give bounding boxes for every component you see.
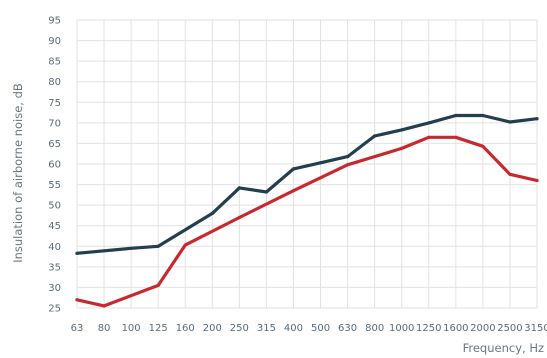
y-tick-label: 75 xyxy=(48,98,61,109)
y-tick-label: 40 xyxy=(48,242,61,253)
y-tick-label: 60 xyxy=(48,160,61,171)
data-point xyxy=(156,244,160,248)
data-point xyxy=(318,161,323,165)
data-point xyxy=(291,167,296,171)
y-tick-label: 25 xyxy=(48,304,61,315)
series-lines xyxy=(75,113,539,308)
data-point xyxy=(481,113,485,118)
y-tick-label: 50 xyxy=(48,201,61,212)
data-point xyxy=(291,189,296,193)
x-tick-label: 400 xyxy=(284,323,303,334)
y-tick-label: 45 xyxy=(48,221,61,232)
y-tick-label: 65 xyxy=(48,139,61,150)
y-tick-label: 55 xyxy=(48,180,61,191)
x-axis-title: Frequency, Hz xyxy=(463,341,544,355)
x-tick-label: 160 xyxy=(176,323,195,334)
x-tick-label: 100 xyxy=(122,323,141,334)
x-tick-label: 1000 xyxy=(389,323,414,334)
x-tick-label: 500 xyxy=(311,323,330,334)
data-point xyxy=(454,135,458,139)
data-point xyxy=(481,144,485,148)
series-line-red xyxy=(75,135,539,308)
y-axis-title: Insulation of airborne noise, dB xyxy=(11,83,25,263)
data-point xyxy=(102,304,106,308)
y-tick-label: 80 xyxy=(48,77,61,88)
x-tick-label: 63 xyxy=(71,323,84,334)
data-point xyxy=(210,211,214,215)
x-tick-label: 200 xyxy=(203,323,222,334)
data-point xyxy=(75,298,79,302)
x-tick-label: 315 xyxy=(257,323,276,334)
data-point xyxy=(346,155,350,159)
x-tick-label: 2000 xyxy=(470,323,495,334)
data-point xyxy=(535,178,539,183)
data-point xyxy=(183,243,187,247)
series-line-dark xyxy=(75,113,539,255)
y-tick-label: 90 xyxy=(48,36,61,47)
x-tick-label: 2500 xyxy=(497,323,522,334)
data-point xyxy=(237,186,241,190)
data-point xyxy=(373,134,377,138)
x-tick-label: 125 xyxy=(149,323,168,334)
data-point xyxy=(427,135,431,139)
data-point xyxy=(237,215,241,220)
data-point xyxy=(508,172,512,176)
data-point xyxy=(75,251,79,255)
x-tick-label: 800 xyxy=(365,323,384,334)
x-axis-tick-labels: 63 80 100 125 160 200 250 315 400 500 630 800 1000 12… xyxy=(71,323,547,334)
data-point xyxy=(156,283,160,287)
chart-grid xyxy=(76,19,538,309)
data-point xyxy=(346,163,350,167)
y-axis-tick-labels: 95 90 85 80 75 70 65 60 55 50 45 40 35 30 25 xyxy=(48,16,61,315)
x-tick-label: 1250 xyxy=(416,323,441,334)
y-tick-label: 35 xyxy=(48,262,61,273)
data-point xyxy=(535,117,539,121)
data-point xyxy=(508,120,512,124)
y-tick-label: 30 xyxy=(48,283,61,294)
data-point xyxy=(427,121,431,125)
y-tick-label: 85 xyxy=(48,57,61,68)
y-tick-label: 70 xyxy=(48,118,61,129)
y-tick-label: 95 xyxy=(48,16,61,27)
x-tick-label: 3150 xyxy=(524,323,547,334)
data-point xyxy=(129,246,133,250)
data-point xyxy=(454,113,458,118)
x-tick-label: 80 xyxy=(98,323,111,334)
x-tick-label: 1600 xyxy=(443,323,468,334)
data-point xyxy=(400,146,404,150)
data-point xyxy=(400,128,404,132)
data-point xyxy=(264,190,268,194)
x-tick-label: 250 xyxy=(230,323,249,334)
x-tick-label: 630 xyxy=(338,323,357,334)
